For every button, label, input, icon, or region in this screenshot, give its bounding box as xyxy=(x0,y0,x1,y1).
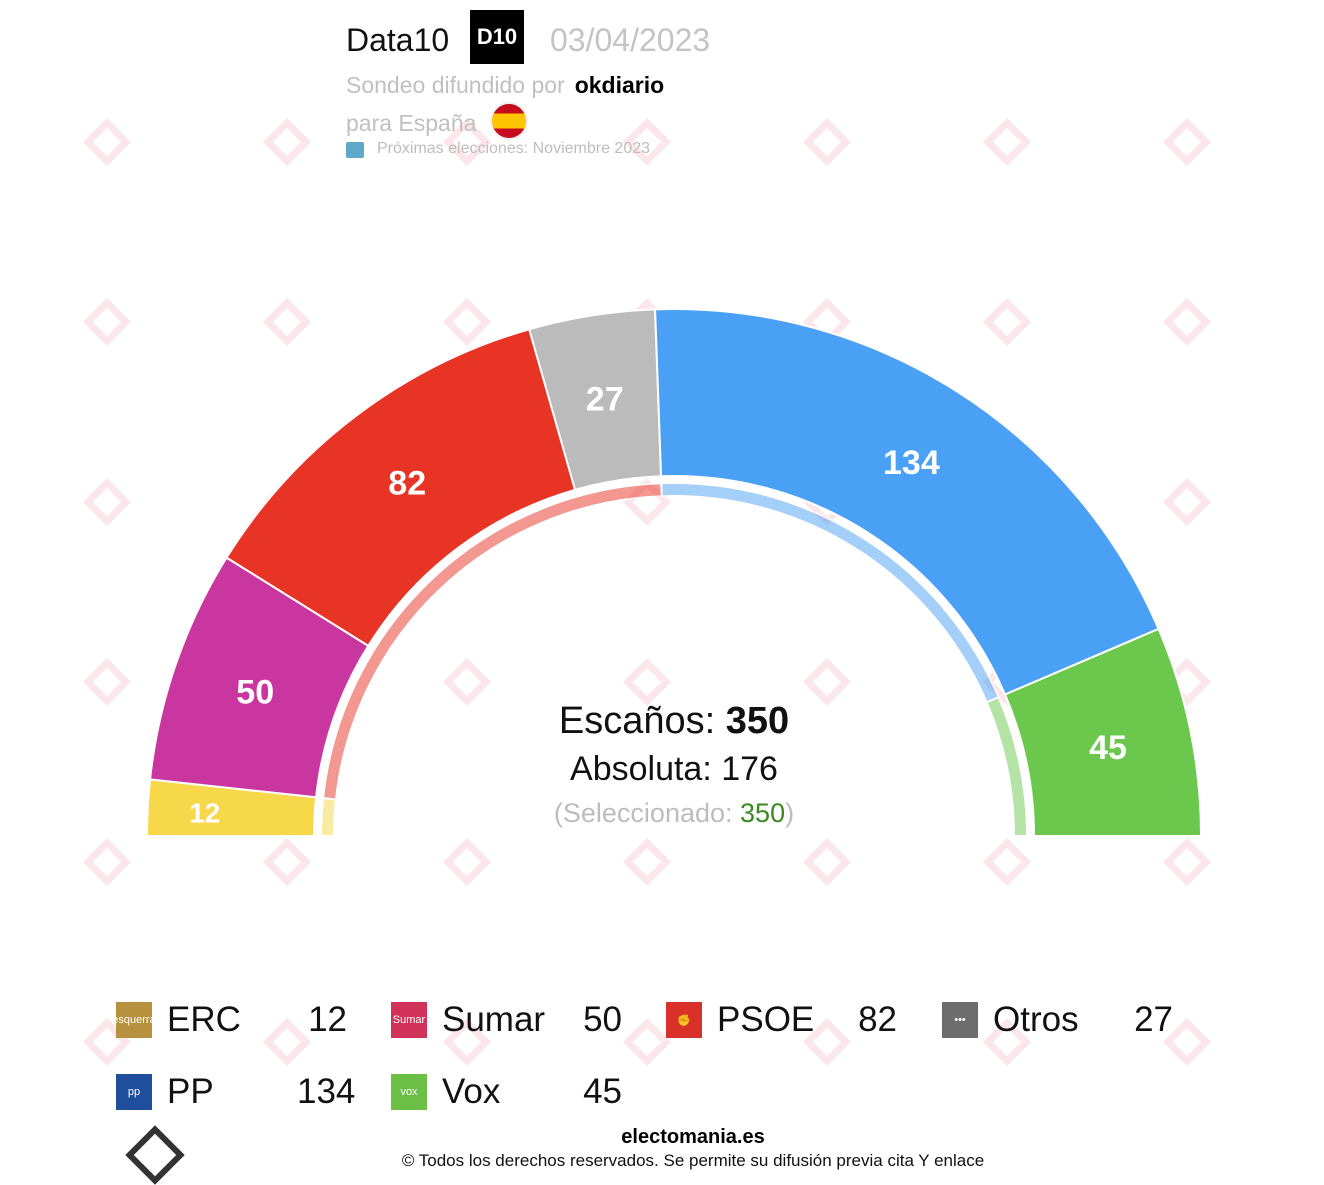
spain-flag-icon xyxy=(490,102,528,140)
published-by-label: Sondeo difundido por xyxy=(346,72,565,98)
party-logo-icon: ••• xyxy=(942,1002,978,1038)
legend-item-erc: esquerra ERC 12 xyxy=(116,1000,347,1040)
selected-suffix: ) xyxy=(785,798,795,828)
legend-seat-count: 12 xyxy=(308,1000,347,1039)
next-elections: Próximas elecciones: Noviembre 2023 xyxy=(377,140,651,157)
published-by: Sondeo difundido por okdiario xyxy=(346,72,664,99)
pollster-badge: D10 xyxy=(470,10,524,64)
legend-seat-count: 27 xyxy=(1134,1000,1173,1039)
seats-label: Escaños: xyxy=(558,700,716,742)
seat-label: 12 xyxy=(189,798,220,829)
poll-date: 03/04/2023 xyxy=(550,22,711,58)
bloc-arc xyxy=(319,796,338,837)
party-logo-icon: pp xyxy=(116,1074,152,1110)
region: para España xyxy=(346,110,477,136)
party-logo-icon: esquerra xyxy=(116,1002,152,1038)
legend-party-name: Sumar xyxy=(442,1000,546,1039)
seat-segment-vox xyxy=(1003,627,1203,837)
legend-seat-count: 134 xyxy=(297,1072,356,1111)
seat-label: 50 xyxy=(236,674,274,712)
pollster-name: Data10 xyxy=(346,22,450,58)
media-name: okdiario xyxy=(574,72,665,98)
party-logo-icon: ✊ xyxy=(666,1002,702,1038)
seat-label: 134 xyxy=(883,444,940,482)
copyright: © Todos los derechos reservados. Se perm… xyxy=(401,1151,985,1170)
seat-segment-pp xyxy=(654,308,1160,696)
legend-party-name: PSOE xyxy=(717,1000,815,1039)
legend-party-name: Otros xyxy=(993,1000,1079,1039)
legend-item-psoe: ✊ PSOE 82 xyxy=(666,1000,897,1040)
selected-value: 350 xyxy=(740,798,786,828)
legend-party-name: PP xyxy=(167,1072,214,1111)
selected-label: (Seleccionado: xyxy=(553,798,741,828)
seat-label: 45 xyxy=(1089,729,1127,767)
majority: Absoluta: 176 xyxy=(570,750,778,788)
legend-party-name: Vox xyxy=(442,1072,501,1111)
seat-label: 82 xyxy=(388,464,426,502)
ballot-box-icon xyxy=(346,142,364,158)
legend-item-otros: ••• Otros 27 xyxy=(942,1000,1173,1040)
legend-item-vox: vox Vox 45 xyxy=(391,1072,622,1112)
party-logo-icon: Sumar xyxy=(391,1002,427,1038)
selected-seats: (Seleccionado: 350) xyxy=(474,798,874,829)
bloc-arc xyxy=(985,695,1029,837)
site-name: electomania.es xyxy=(621,1126,765,1148)
legend-seat-count: 50 xyxy=(583,1000,622,1039)
legend-party-name: ERC xyxy=(167,1000,241,1039)
legend-seat-count: 45 xyxy=(583,1072,622,1111)
legend-item-pp: pp PP 134 xyxy=(116,1072,356,1112)
seats-value: 350 xyxy=(725,700,790,742)
seats-total: Escaños: 350 xyxy=(474,700,874,743)
party-logo-icon: vox xyxy=(391,1074,427,1110)
legend-seat-count: 82 xyxy=(858,1000,897,1039)
seat-label: 27 xyxy=(586,380,624,418)
legend-item-sumar: Sumar Sumar 50 xyxy=(391,1000,622,1040)
